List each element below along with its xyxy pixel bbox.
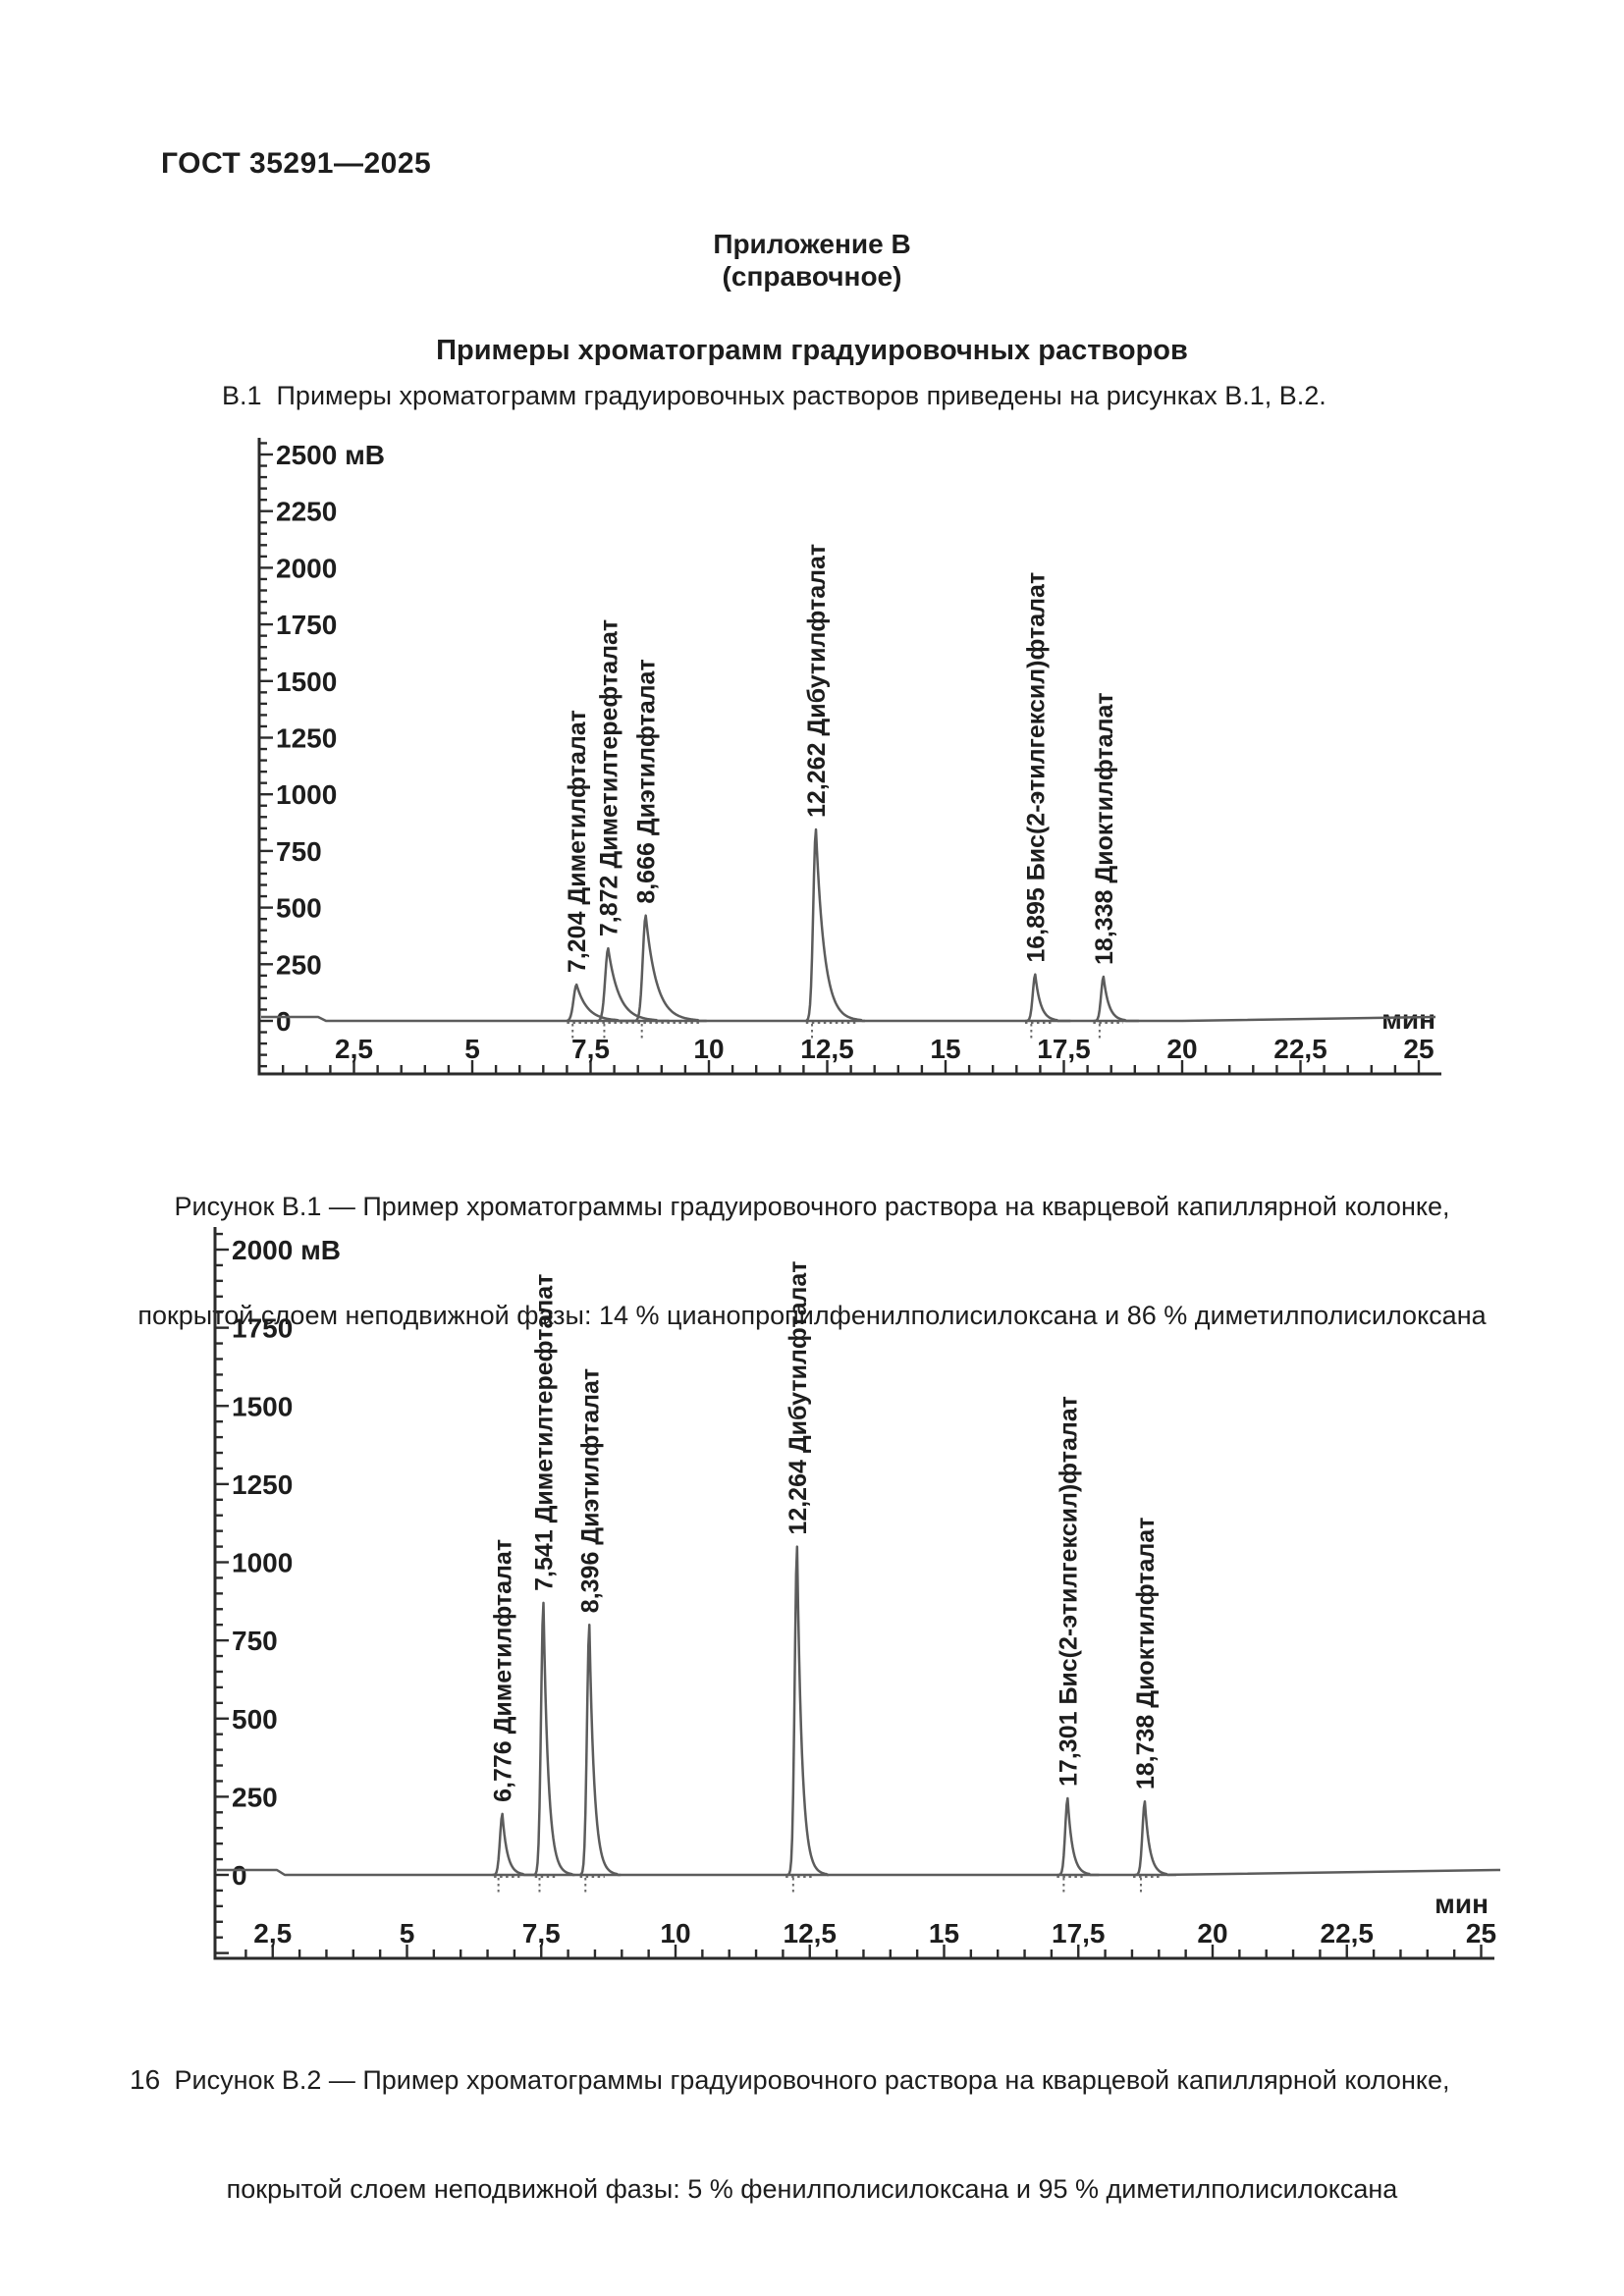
peak-label-6.776: 6,776 Диметилфталат [490,1539,517,1802]
svg-text:15: 15 [929,1918,959,1949]
appendix-subtitle: (справочное) [722,261,902,292]
svg-text:10: 10 [660,1918,690,1949]
svg-text:750: 750 [232,1626,278,1656]
peak-labels: 7,204 Диметилфталат 7,872 Диметилтерефтал… [564,544,1118,973]
svg-text:250: 250 [276,949,322,980]
appendix-title: Приложение В [713,229,911,259]
figure-b1-caption: Рисунок В.1 — Пример хроматограммы граду… [0,1116,1624,1407]
peak-18.338 [1093,975,1139,1023]
svg-text:1250: 1250 [276,723,337,754]
svg-text:22,5: 22,5 [1321,1918,1375,1949]
peak-labels: 6,776 Диметилфталат 7,541 Диметилтерефтал… [490,1260,1160,1801]
svg-text:2250: 2250 [276,497,337,527]
svg-text:5: 5 [400,1918,415,1949]
section-title: Примеры хроматограмм градуировочных раст… [436,335,1188,366]
peak-7.872 [597,946,670,1023]
svg-text:17,5: 17,5 [1052,1918,1106,1949]
svg-text:17,5: 17,5 [1037,1034,1091,1064]
chromatogram-figure-b2: 0 250 500 750 1000 1250 1500 1750 2000 мВ 2,5 5 7,5… [213,1227,1501,1960]
svg-text:7,5: 7,5 [571,1034,610,1064]
peak-7.541 [533,1601,575,1877]
svg-text:1000: 1000 [232,1548,293,1578]
intro-paragraph: В.1 Примеры хроматограмм градуировочных … [222,381,1326,410]
peak-7.204 [566,983,638,1023]
svg-text:750: 750 [276,836,322,867]
svg-text:250: 250 [232,1782,278,1812]
svg-text:2000 мВ: 2000 мВ [232,1235,341,1265]
svg-text:500: 500 [232,1704,278,1735]
figure-b2-caption: Рисунок В.2 — Пример хроматограммы граду… [0,1990,1624,2280]
peak-label-7.204: 7,204 Диметилфталат [564,710,591,973]
svg-text:7,5: 7,5 [522,1918,561,1949]
svg-text:2000: 2000 [276,553,337,583]
y-axis-labels: 0 250 500 750 1000 1250 1500 1750 2000 мВ [232,1235,341,1891]
svg-text:20: 20 [1197,1918,1227,1949]
svg-text:1000: 1000 [276,779,337,810]
axis-ticks [215,1232,1483,1958]
peak-12.262 [805,828,866,1023]
peak-label-12.264: 12,264 Дибутилфталат [785,1260,812,1534]
x-axis-unit: мин [1435,1889,1489,1919]
svg-text:2500 мВ: 2500 мВ [276,440,385,470]
svg-text:12,5: 12,5 [800,1034,854,1064]
svg-text:1750: 1750 [232,1313,293,1344]
svg-text:0: 0 [276,1006,292,1037]
axes [257,438,1441,1076]
svg-text:25: 25 [1403,1034,1434,1064]
peak-6.776 [492,1812,534,1877]
peak-8.666 [634,914,707,1023]
peak-label-12.262: 12,262 Дибутилфталат [803,544,831,818]
peak-label-18.338: 18,338 Диоктилфталат [1091,692,1118,965]
figure-b1-caption-line-2: покрытой слоем неподвижной фазы: 14 % ци… [137,1301,1487,1330]
page-number: 16 [130,2064,161,2095]
signal-trace [217,1868,1501,1877]
peak-17.301 [1057,1796,1100,1877]
x-axis-labels: 2,5 5 7,5 10 12,5 15 17,5 20 22,5 25 [335,1034,1435,1064]
svg-text:15: 15 [930,1034,960,1064]
peak-12.264 [786,1545,830,1877]
svg-text:1250: 1250 [232,1469,293,1500]
svg-text:1500: 1500 [232,1391,293,1421]
x-axis-unit: мин [1381,1004,1435,1035]
peaks [492,1545,1176,1877]
y-axis-labels: 0 250 500 750 1000 1250 1500 1750 2000 2250 2500 м… [276,440,385,1037]
svg-text:1750: 1750 [276,610,337,640]
svg-text:500: 500 [276,893,322,924]
svg-text:1500: 1500 [276,667,337,697]
svg-text:25: 25 [1466,1918,1496,1949]
svg-text:2,5: 2,5 [253,1918,292,1949]
peak-16.895 [1025,973,1071,1023]
svg-text:12,5: 12,5 [784,1918,838,1949]
peak-label-8.666: 8,666 Диэтилфталат [633,659,661,903]
svg-text:22,5: 22,5 [1273,1034,1327,1064]
integration-marks [567,1022,1123,1041]
peak-label-18.738: 18,738 Диоктилфталат [1132,1518,1160,1790]
peak-8.396 [579,1623,622,1877]
peak-label-16.895: 16,895 Бис(2-этилгексил)фталат [1022,572,1050,963]
peak-label-17.301: 17,301 Бис(2-этилгексил)фталат [1055,1396,1082,1787]
peak-label-8.396: 8,396 Диэтилфталат [576,1368,604,1613]
figure-b1-caption-line-1: Рисунок В.1 — Пример хроматограммы граду… [174,1192,1450,1221]
axis-ticks [259,442,1421,1074]
peak-label-7.541: 7,541 Диметилтерефталат [530,1274,558,1591]
integration-marks [494,1876,1163,1895]
svg-text:2,5: 2,5 [335,1034,373,1064]
peaks [566,828,1139,1023]
peak-18.738 [1134,1799,1176,1877]
svg-text:10: 10 [693,1034,724,1064]
peak-label-7.872: 7,872 Диметилтерефталат [595,619,623,936]
axes [213,1227,1494,1960]
svg-text:5: 5 [464,1034,480,1064]
svg-text:0: 0 [232,1860,247,1891]
x-axis-labels: 2,5 5 7,5 10 12,5 15 17,5 20 22,5 25 [253,1918,1496,1949]
document-header: ГОСТ 35291—2025 [161,147,432,180]
figure-b2-caption-line-1: Рисунок В.2 — Пример хроматограммы граду… [174,2065,1450,2095]
svg-text:20: 20 [1166,1034,1197,1064]
chromatogram-figure-b1: 0 250 500 750 1000 1250 1500 1750 2000 2250 2500 м… [257,438,1441,1076]
signal-trace [261,1015,1436,1023]
figure-b2-caption-line-2: покрытой слоем неподвижной фазы: 5 % фен… [226,2174,1398,2204]
